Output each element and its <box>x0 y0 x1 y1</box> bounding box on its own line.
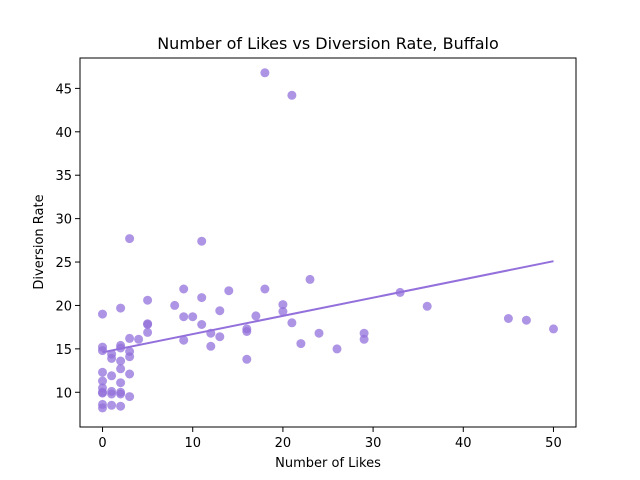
data-point <box>215 306 225 316</box>
data-point <box>116 378 126 388</box>
data-point <box>143 295 153 305</box>
chart-title: Number of Likes vs Diversion Rate, Buffa… <box>157 34 499 53</box>
data-point <box>422 301 432 311</box>
y-tick-label: 30 <box>55 213 72 228</box>
x-tick-label: 30 <box>365 436 382 451</box>
data-point <box>125 369 135 379</box>
data-point <box>116 364 126 374</box>
data-point <box>98 367 107 377</box>
x-tick-label: 0 <box>98 436 106 451</box>
y-tick-label: 15 <box>55 343 72 358</box>
data-point <box>116 356 126 366</box>
data-point <box>107 389 117 399</box>
data-point <box>116 303 126 313</box>
y-tick-label: 20 <box>55 299 72 314</box>
data-point <box>296 339 306 349</box>
data-point <box>143 327 153 337</box>
data-point <box>179 284 189 294</box>
x-tick-label: 40 <box>455 436 472 451</box>
data-point <box>116 401 126 411</box>
data-point <box>98 309 107 319</box>
plot-frame <box>79 57 577 428</box>
x-axis-label: Number of Likes <box>275 456 381 471</box>
data-point <box>125 234 135 244</box>
y-axis-label: Diversion Rate <box>32 194 47 289</box>
data-point <box>197 320 207 329</box>
data-points <box>98 68 558 413</box>
y-tick-label: 35 <box>55 169 72 184</box>
data-point <box>260 68 270 78</box>
data-point <box>179 312 189 322</box>
data-point <box>107 353 117 363</box>
data-point <box>503 314 513 323</box>
data-point <box>197 236 207 246</box>
data-point <box>359 334 369 344</box>
data-point <box>125 392 135 402</box>
data-point <box>107 371 117 381</box>
data-point <box>98 346 107 356</box>
trendline-layer <box>102 260 554 354</box>
data-point <box>197 293 207 303</box>
data-point <box>242 354 252 364</box>
data-point <box>305 274 315 284</box>
data-point <box>125 352 135 362</box>
data-point <box>260 284 270 294</box>
y-tick-label: 45 <box>55 82 72 97</box>
x-tick-label: 50 <box>545 436 562 451</box>
data-point <box>134 334 144 344</box>
data-point <box>98 388 107 398</box>
data-point <box>314 328 324 338</box>
axis-ticks: 0 10 20 30 40 50 10 15 20 25 30 35 40 45 <box>55 82 561 451</box>
data-point <box>549 324 558 334</box>
data-point <box>116 389 126 399</box>
data-point <box>206 341 216 351</box>
data-point <box>188 312 198 322</box>
data-point <box>98 376 107 386</box>
data-point <box>278 307 288 316</box>
data-point <box>287 318 297 328</box>
data-point <box>332 344 342 354</box>
data-point <box>125 333 135 343</box>
data-point <box>242 327 252 336</box>
data-point <box>98 403 107 413</box>
data-point <box>278 300 288 310</box>
data-point <box>107 400 117 410</box>
y-tick-label: 40 <box>55 126 72 141</box>
data-point <box>287 90 297 100</box>
data-point <box>215 332 225 342</box>
x-tick-label: 10 <box>184 436 201 451</box>
y-tick-label: 10 <box>55 386 72 401</box>
trendline <box>102 260 554 354</box>
data-point <box>179 335 189 345</box>
data-point <box>224 286 234 296</box>
y-tick-label: 25 <box>55 256 72 271</box>
data-point <box>143 320 153 329</box>
data-point <box>521 315 531 325</box>
data-point <box>251 311 261 321</box>
x-tick-label: 20 <box>275 436 292 451</box>
data-point <box>170 300 180 310</box>
